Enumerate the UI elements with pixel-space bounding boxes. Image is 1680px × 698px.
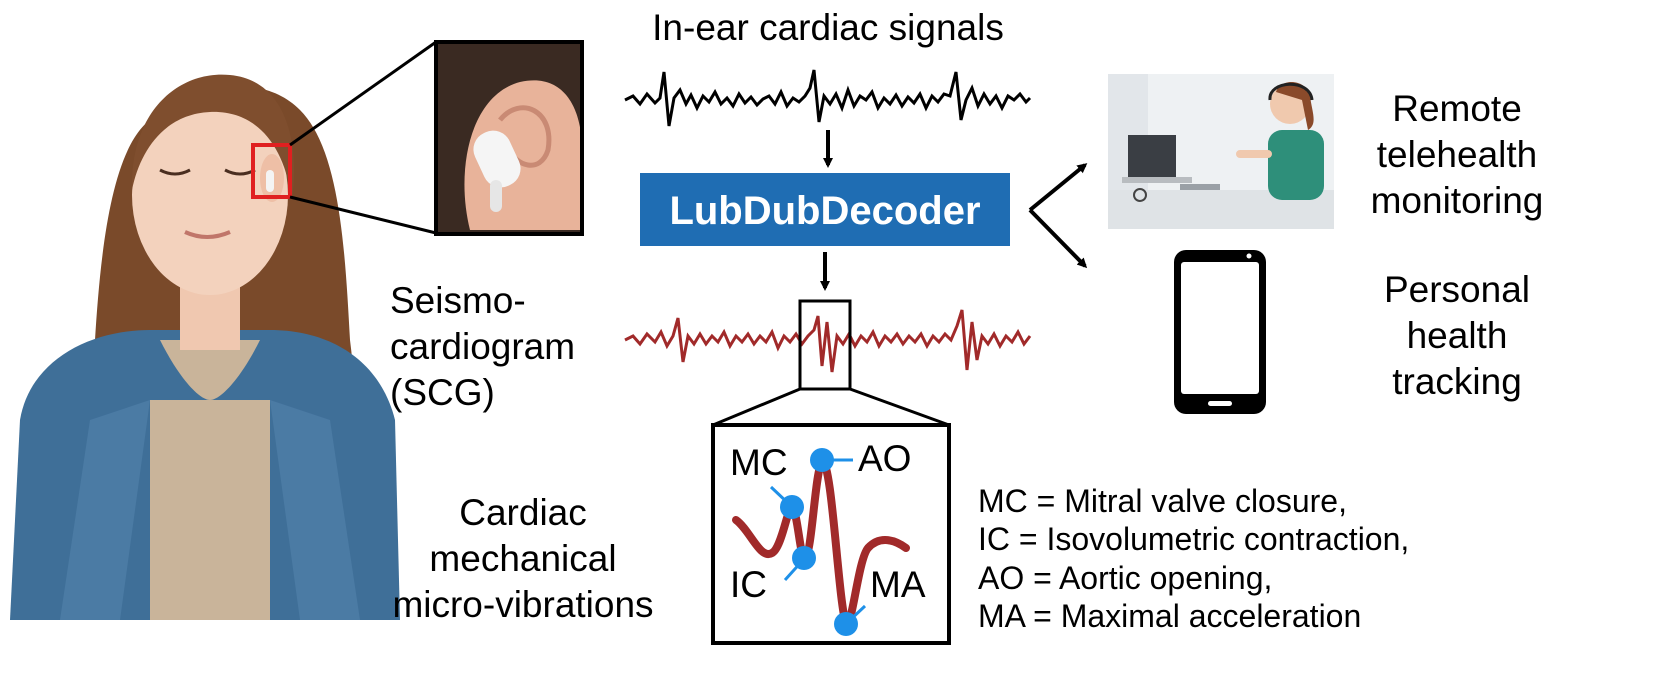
ma-label: MA bbox=[870, 564, 926, 605]
micro-label-line2: mechanical bbox=[429, 538, 616, 579]
micro-label-line3: micro-vibrations bbox=[392, 584, 653, 625]
legend-ic: IC = Isovolumetric contraction, bbox=[978, 521, 1409, 557]
decoder-label: LubDubDecoder bbox=[669, 189, 980, 233]
ic-label: IC bbox=[730, 564, 767, 605]
in-ear-waveform bbox=[624, 69, 1032, 127]
personal-label-line3: tracking bbox=[1392, 361, 1522, 402]
scg-waveform bbox=[624, 309, 1032, 373]
scg-label-line3: (SCG) bbox=[390, 372, 495, 413]
zoom-line-top bbox=[289, 40, 437, 147]
remote-label-line3: monitoring bbox=[1371, 180, 1544, 221]
ic-marker bbox=[792, 546, 816, 570]
legend-ao: AO = Aortic opening, bbox=[978, 560, 1272, 596]
personal-label-line1: Personal bbox=[1384, 269, 1530, 310]
legend-mc: MC = Mitral valve closure, bbox=[978, 483, 1347, 519]
micro-label-line1: Cardiac bbox=[459, 492, 587, 533]
arrow-to-telehealth bbox=[1028, 163, 1088, 212]
arrow-to-personal bbox=[1028, 208, 1088, 269]
mc-label: MC bbox=[730, 442, 788, 483]
ao-label: AO bbox=[858, 438, 911, 479]
scg-label-line1: Seismo- bbox=[390, 280, 526, 321]
decoder-box bbox=[640, 173, 1010, 246]
remote-label-line1: Remote bbox=[1392, 88, 1522, 129]
ear-closeup-photo bbox=[434, 40, 584, 236]
personal-label-line2: health bbox=[1407, 315, 1508, 356]
ao-marker bbox=[810, 448, 834, 472]
scg-label-line2: cardiogram bbox=[390, 326, 575, 367]
ma-marker bbox=[834, 612, 858, 636]
remote-label-line2: telehealth bbox=[1377, 134, 1537, 175]
zoom-line-left bbox=[712, 387, 801, 427]
zoom-line-bottom bbox=[289, 195, 437, 235]
scg-zoom-box bbox=[798, 299, 852, 391]
telehealth-photo bbox=[1108, 74, 1334, 229]
in-ear-signals-title: In-ear cardiac signals bbox=[652, 7, 1004, 48]
earbud-highlight-box bbox=[251, 143, 292, 199]
woman-illustration bbox=[10, 74, 400, 620]
zoom-line-right bbox=[849, 387, 950, 427]
phone-icon bbox=[1174, 250, 1266, 414]
mc-marker bbox=[780, 495, 804, 519]
legend-ma: MA = Maximal acceleration bbox=[978, 598, 1361, 634]
